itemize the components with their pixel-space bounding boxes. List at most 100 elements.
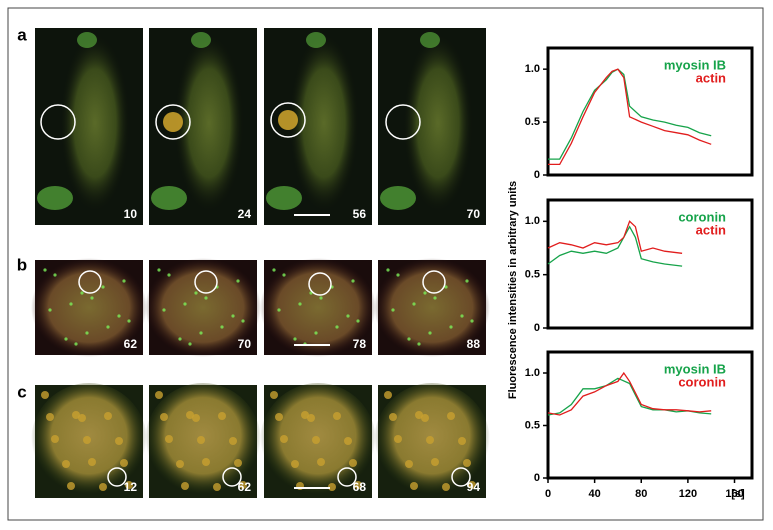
cell-dot [192,414,200,422]
roi-circle [337,467,357,487]
series-line [547,220,683,254]
cell-dot [197,436,205,444]
cell-dot [188,342,192,346]
cell-spot [77,32,97,48]
frame-time: 68 [353,480,367,494]
cell-dot [301,411,309,419]
cell-dot [444,285,448,289]
cell-dot [447,412,455,420]
cell-dot [155,391,163,399]
cell-dot [412,302,416,306]
frame-time: 78 [353,337,367,351]
cell-dot [67,482,75,490]
cell-dot [314,331,318,335]
roi-circle [385,104,421,140]
cell [31,258,147,357]
cell-dot [458,437,466,445]
series-line [548,68,712,166]
cell-dot [101,285,105,289]
cell-dot [351,279,355,283]
cell-dot [62,460,70,468]
cell-dot [213,483,221,491]
series-line [547,225,683,267]
cell-dot [220,325,224,329]
cell-dot [415,411,423,419]
cell [374,258,490,357]
y-tick-label: 1.0 [525,215,540,227]
cell-dot [99,483,107,491]
roi-circle [451,467,471,487]
legend-entry: coronin [678,374,726,389]
cell-dot [433,296,437,300]
cell-spot [37,186,73,210]
y-tick-label: 0.5 [525,116,540,128]
cell-dot [125,481,133,489]
series-line [547,377,712,416]
roi-circle [422,270,446,294]
cell-dot [384,391,392,399]
cell-dot [335,325,339,329]
panel-letter: a [17,25,27,44]
cell-dot [88,458,96,466]
cell-dot [64,337,68,341]
cell-dot [183,302,187,306]
cell-spot [151,186,187,210]
figure-border [7,7,764,521]
panel-letter: c [17,382,26,401]
frame-time: 10 [124,207,138,221]
cell-dot [463,459,471,467]
cell-dot [117,314,121,318]
cell-dot [69,302,73,306]
cell-dot [178,337,182,341]
cell-dot [53,273,57,277]
cell-dot [167,273,171,277]
cell-dot [319,296,323,300]
cell-dot [389,413,397,421]
cell-dot [204,296,208,300]
cell-dot [165,435,173,443]
cell-dot [46,413,54,421]
cell-dot [122,279,126,283]
cell-dot [115,437,123,445]
y-tick-label: 0 [534,322,540,334]
cell-dot [407,337,411,341]
cell-dot [160,413,168,421]
cell-dot [199,331,203,335]
cell-dot [468,481,476,489]
cell-spot [163,112,183,132]
cell-dot [421,414,429,422]
cell-dot [106,325,110,329]
cell-dot [346,314,350,318]
cell-dot [41,391,49,399]
panel-letter: b [17,255,27,274]
x-axis-label: [s] [731,488,745,500]
cell [145,258,261,357]
cell-dot [417,342,421,346]
roi-circle [40,104,76,140]
cell-dot [349,459,357,467]
series-line [547,371,712,416]
cell-dot [272,268,276,272]
cell-dot [48,308,52,312]
cell-dot [470,319,474,323]
cell-dot [181,482,189,490]
x-tick-label: 0 [545,488,551,500]
y-tick-label: 0.5 [525,419,540,431]
legend-entry: coronin [678,209,726,224]
x-tick-label: 160 [725,488,743,500]
cell-dot [85,331,89,335]
cell [260,258,376,357]
cell-dot [127,319,131,323]
cell-dot [78,414,86,422]
y-tick-label: 1.0 [525,63,540,75]
cell-dot [194,291,198,295]
frame-time: 88 [467,337,481,351]
cell-dot [293,337,297,341]
cell-dot [317,458,325,466]
cell-dot [405,460,413,468]
image-panels: a 10 24 56 70 b 62 70 78 88 c 12 62 68 94 [17,25,490,500]
cell-dot [234,459,242,467]
cell-dot [356,319,360,323]
